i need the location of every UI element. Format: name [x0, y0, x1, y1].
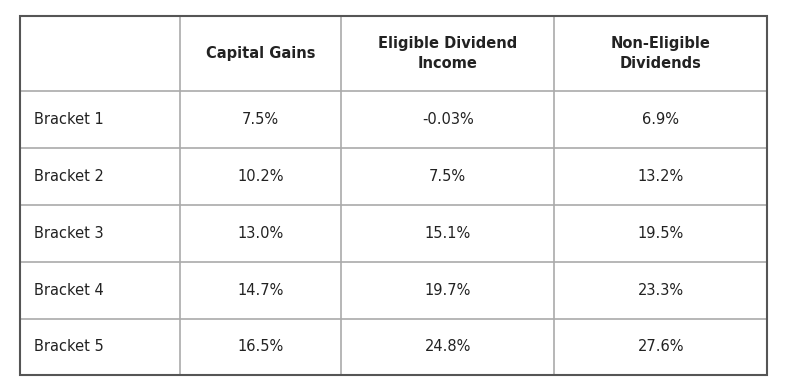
- Bar: [180, 148, 342, 205]
- Text: 15.1%: 15.1%: [424, 226, 471, 241]
- Text: 13.0%: 13.0%: [238, 226, 284, 241]
- Bar: [20, 91, 180, 148]
- Bar: [342, 205, 554, 262]
- Text: Eligible Dividend
Income: Eligible Dividend Income: [378, 36, 517, 71]
- Text: -0.03%: -0.03%: [422, 112, 474, 127]
- Text: Bracket 3: Bracket 3: [34, 226, 103, 241]
- Bar: [20, 319, 180, 375]
- Text: Bracket 2: Bracket 2: [34, 169, 104, 184]
- Bar: [554, 148, 767, 205]
- Text: 7.5%: 7.5%: [429, 169, 466, 184]
- Text: Non-Eligible
Dividends: Non-Eligible Dividends: [611, 36, 711, 71]
- Bar: [180, 91, 342, 148]
- Bar: [554, 262, 767, 319]
- Bar: [180, 319, 342, 375]
- Bar: [342, 319, 554, 375]
- Text: 6.9%: 6.9%: [642, 112, 679, 127]
- Text: Capital Gains: Capital Gains: [206, 46, 316, 61]
- Text: Bracket 1: Bracket 1: [34, 112, 104, 127]
- Text: 19.5%: 19.5%: [637, 226, 684, 241]
- Bar: [342, 16, 554, 91]
- Text: 16.5%: 16.5%: [238, 339, 284, 355]
- Bar: [554, 16, 767, 91]
- Text: 10.2%: 10.2%: [238, 169, 284, 184]
- Bar: [20, 16, 180, 91]
- Bar: [554, 319, 767, 375]
- Text: Bracket 4: Bracket 4: [34, 283, 104, 298]
- Text: 13.2%: 13.2%: [637, 169, 684, 184]
- Text: 7.5%: 7.5%: [242, 112, 279, 127]
- Bar: [554, 91, 767, 148]
- Text: 27.6%: 27.6%: [637, 339, 684, 355]
- Bar: [342, 262, 554, 319]
- Bar: [342, 148, 554, 205]
- Bar: [180, 262, 342, 319]
- Text: 23.3%: 23.3%: [637, 283, 684, 298]
- Text: Bracket 5: Bracket 5: [34, 339, 104, 355]
- Text: 24.8%: 24.8%: [424, 339, 471, 355]
- Bar: [180, 205, 342, 262]
- Bar: [20, 262, 180, 319]
- Text: 14.7%: 14.7%: [238, 283, 284, 298]
- Bar: [20, 205, 180, 262]
- Bar: [180, 16, 342, 91]
- Bar: [554, 205, 767, 262]
- Text: 19.7%: 19.7%: [424, 283, 471, 298]
- Bar: [20, 148, 180, 205]
- Bar: [342, 91, 554, 148]
